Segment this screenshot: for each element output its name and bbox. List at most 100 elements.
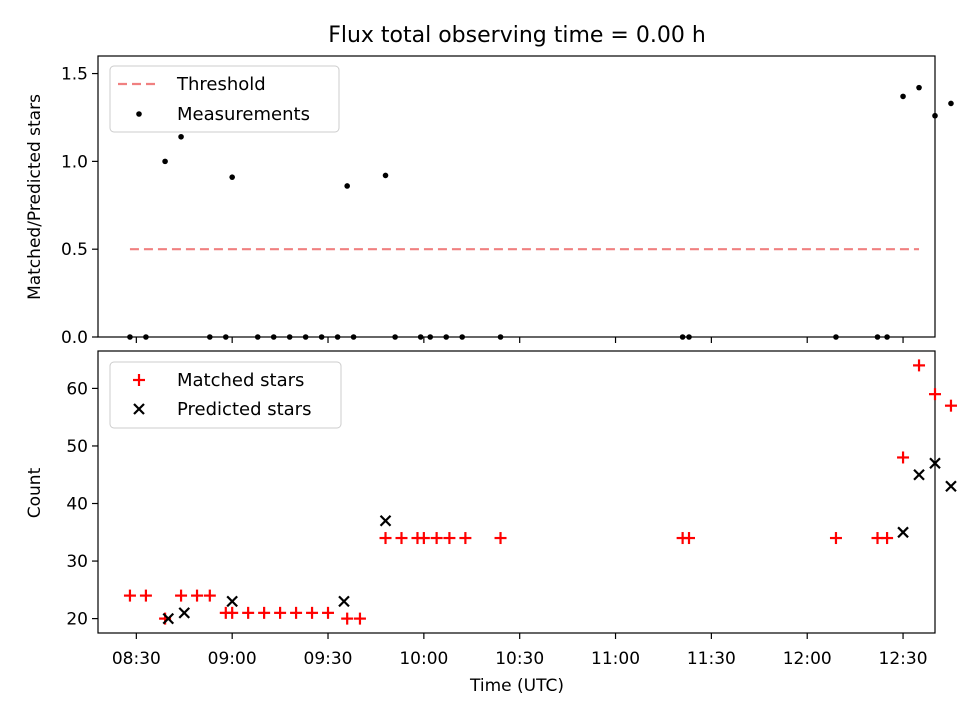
measurement-point — [344, 183, 350, 189]
matched-star-point — [353, 612, 366, 625]
bottom-x-tick-label: 10:00 — [399, 649, 448, 669]
top-legend: Threshold Measurements — [109, 65, 340, 133]
bottom-plot-frame — [97, 350, 936, 634]
top-y-axis: 0.0 0.5 1.0 1.5 — [61, 65, 98, 348]
bottom-x-axis-label: Time (UTC) — [469, 676, 564, 696]
bottom-y-tick-label: 20 — [66, 610, 88, 630]
bottom-x-tick-label: 09:00 — [208, 649, 257, 669]
measurement-point — [162, 158, 168, 165]
predicted-star-point — [338, 595, 350, 608]
bottom-y-tick-label: 40 — [66, 495, 88, 515]
measurement-point — [143, 334, 149, 340]
predicted-star-point — [178, 607, 191, 619]
measurement-point — [178, 133, 184, 140]
matched-star-point — [242, 606, 255, 619]
predicted-star-point — [913, 468, 925, 481]
measurement-point — [874, 334, 881, 340]
measurements-series — [127, 84, 954, 340]
measurement-point — [932, 112, 938, 119]
predicted-star-point — [226, 595, 238, 608]
measurement-point — [443, 334, 450, 340]
bottom-panel: 20 30 40 50 60 08:30 09:00 09:30 10:00 10:30 11:0… — [25, 350, 957, 696]
bottom-y-tick-label: 50 — [66, 437, 88, 457]
measurement-point — [350, 334, 357, 340]
matched-star-point — [913, 359, 926, 372]
matched-star-point — [322, 606, 335, 619]
matched-legend-marker — [133, 374, 145, 386]
top-y-tick-label: 1.0 — [61, 152, 88, 172]
top-y-tick-label: 1.5 — [61, 65, 88, 85]
matched-star-point — [829, 532, 842, 545]
matched-star-point — [306, 606, 319, 619]
bottom-x-tick-label: 12:00 — [783, 649, 832, 669]
matched-star-point — [175, 589, 188, 602]
bottom-y-tick-label: 60 — [66, 379, 88, 399]
matched-stars-series — [123, 359, 957, 625]
matched-star-point — [139, 589, 152, 602]
predicted-star-point — [945, 480, 957, 493]
measurement-point — [270, 334, 277, 340]
matched-star-point — [683, 532, 696, 545]
measurement-point — [900, 93, 906, 100]
measurement-point — [417, 334, 424, 340]
matched-star-point — [191, 589, 204, 602]
threshold-legend-label: Threshold — [176, 74, 266, 95]
measurement-point — [686, 334, 692, 340]
measurement-point — [497, 334, 504, 340]
measurement-point — [948, 100, 954, 107]
measurement-point — [392, 334, 398, 340]
predicted-star-point — [162, 612, 175, 625]
predicted-star-point — [929, 457, 941, 470]
bottom-legend: Matched stars Predicted stars — [109, 361, 342, 429]
matched-star-point — [203, 589, 216, 602]
measurement-point — [833, 334, 839, 340]
matched-star-point — [430, 532, 443, 545]
bottom-x-tick-label: 10:30 — [495, 649, 544, 669]
measurement-point — [382, 172, 389, 179]
top-x-axis-ticks — [135, 337, 904, 343]
bottom-y-axis: 20 30 40 50 60 — [66, 379, 98, 630]
matched-star-point — [123, 589, 136, 602]
bottom-x-tick-label: 08:30 — [112, 649, 161, 669]
measurement-point — [916, 84, 922, 91]
matched-star-point — [417, 532, 430, 545]
bottom-x-tick-label: 11:00 — [591, 649, 640, 669]
matched-legend-label: Matched stars — [177, 370, 304, 391]
top-plot-frame — [97, 55, 936, 338]
measurement-point — [207, 334, 213, 340]
bottom-x-tick-label: 11:30 — [687, 649, 736, 669]
predicted-star-point — [379, 514, 392, 527]
predicted-legend-label: Predicted stars — [177, 399, 311, 420]
top-legend-box — [109, 65, 340, 133]
measurement-point — [459, 334, 465, 340]
measurement-point — [334, 334, 341, 340]
measurement-point — [222, 334, 229, 340]
matched-star-point — [459, 532, 472, 545]
bottom-y-axis-label: Count — [25, 467, 45, 518]
matched-star-point — [881, 532, 894, 545]
predicted-stars-series — [162, 457, 957, 625]
bottom-x-axis: 08:30 09:00 09:30 10:00 10:30 11:00 11:30 12:00… — [112, 633, 928, 669]
bottom-x-tick-label: 09:30 — [304, 649, 353, 669]
bottom-legend-box — [109, 361, 342, 429]
matched-star-point — [274, 606, 287, 619]
measurement-point — [302, 334, 309, 340]
measurement-point — [318, 334, 325, 340]
top-y-axis-label: Matched/Predicted stars — [25, 94, 45, 300]
chart-title: Flux total observing time = 0.00 h — [328, 23, 706, 48]
matched-star-point — [929, 388, 941, 401]
top-panel: 0.0 0.5 1.0 1.5 Matched/Predicted stars Thr… — [25, 55, 954, 348]
top-y-tick-label: 0.5 — [61, 240, 88, 260]
matched-star-point — [379, 532, 392, 545]
matched-star-point — [494, 532, 507, 545]
matched-star-point — [258, 606, 271, 619]
measurement-point — [427, 334, 434, 340]
measurement-point — [229, 174, 235, 180]
top-y-tick-label: 0.0 — [61, 328, 88, 348]
matched-star-point — [341, 612, 354, 625]
matched-star-point — [897, 451, 910, 464]
matched-star-point — [226, 606, 239, 619]
predicted-legend-marker — [133, 403, 145, 415]
measurements-legend-marker — [136, 111, 142, 117]
